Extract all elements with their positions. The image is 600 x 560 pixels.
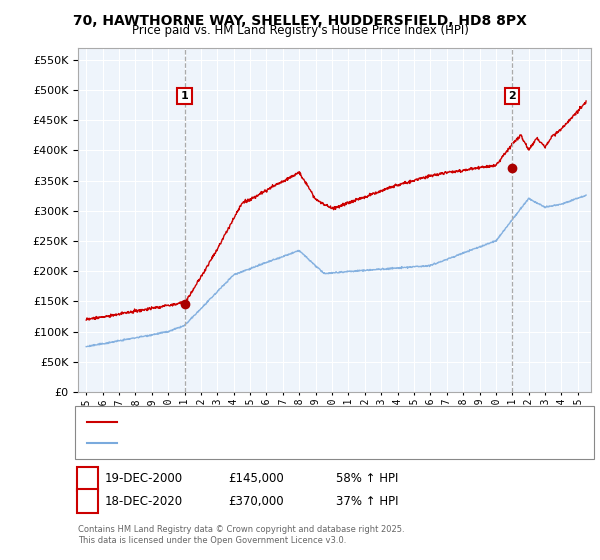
- Text: 70, HAWTHORNE WAY, SHELLEY, HUDDERSFIELD, HD8 8PX: 70, HAWTHORNE WAY, SHELLEY, HUDDERSFIELD…: [73, 14, 527, 28]
- Text: 2: 2: [84, 494, 92, 508]
- Text: 37% ↑ HPI: 37% ↑ HPI: [336, 494, 398, 508]
- Text: Contains HM Land Registry data © Crown copyright and database right 2025.
This d: Contains HM Land Registry data © Crown c…: [78, 525, 404, 545]
- Text: 1: 1: [181, 91, 188, 101]
- Text: £370,000: £370,000: [228, 494, 284, 508]
- Text: Price paid vs. HM Land Registry's House Price Index (HPI): Price paid vs. HM Land Registry's House …: [131, 24, 469, 36]
- Text: HPI: Average price, detached house, Kirklees: HPI: Average price, detached house, Kirk…: [123, 438, 358, 448]
- Text: 2: 2: [508, 91, 516, 101]
- Text: 19-DEC-2000: 19-DEC-2000: [105, 472, 183, 486]
- Text: 58% ↑ HPI: 58% ↑ HPI: [336, 472, 398, 486]
- Text: 1: 1: [84, 472, 92, 486]
- Text: £145,000: £145,000: [228, 472, 284, 486]
- Text: 70, HAWTHORNE WAY, SHELLEY, HUDDERSFIELD, HD8 8PX (detached house): 70, HAWTHORNE WAY, SHELLEY, HUDDERSFIELD…: [123, 417, 523, 427]
- Text: 18-DEC-2020: 18-DEC-2020: [105, 494, 183, 508]
